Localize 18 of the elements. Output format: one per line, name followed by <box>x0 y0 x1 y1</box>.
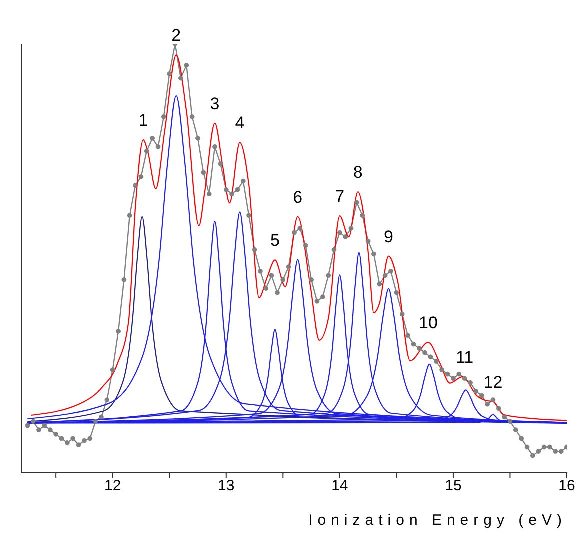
x-tick-label: 16 <box>558 478 576 495</box>
annotation: 2 <box>172 26 182 46</box>
annotation: 1 <box>138 111 148 130</box>
x-tick-label: 14 <box>332 478 348 495</box>
annotation: 4 <box>235 114 245 133</box>
annotation: 3 <box>210 94 220 114</box>
x-tick-label: 13 <box>218 478 235 495</box>
x-axis-title: Ionization Energy (eV) <box>308 512 567 529</box>
annotation: 7 <box>335 187 345 206</box>
x-tick-label: 12 <box>104 478 122 495</box>
annotation: 6 <box>293 188 303 207</box>
annotation: 8 <box>353 163 363 182</box>
annotation: 12 <box>484 372 503 392</box>
annotation: 5 <box>270 231 280 250</box>
annotation: 9 <box>384 227 394 246</box>
annotation: 11 <box>456 348 474 367</box>
annotation: 10 <box>419 314 438 333</box>
x-tick-label: 15 <box>445 478 462 495</box>
